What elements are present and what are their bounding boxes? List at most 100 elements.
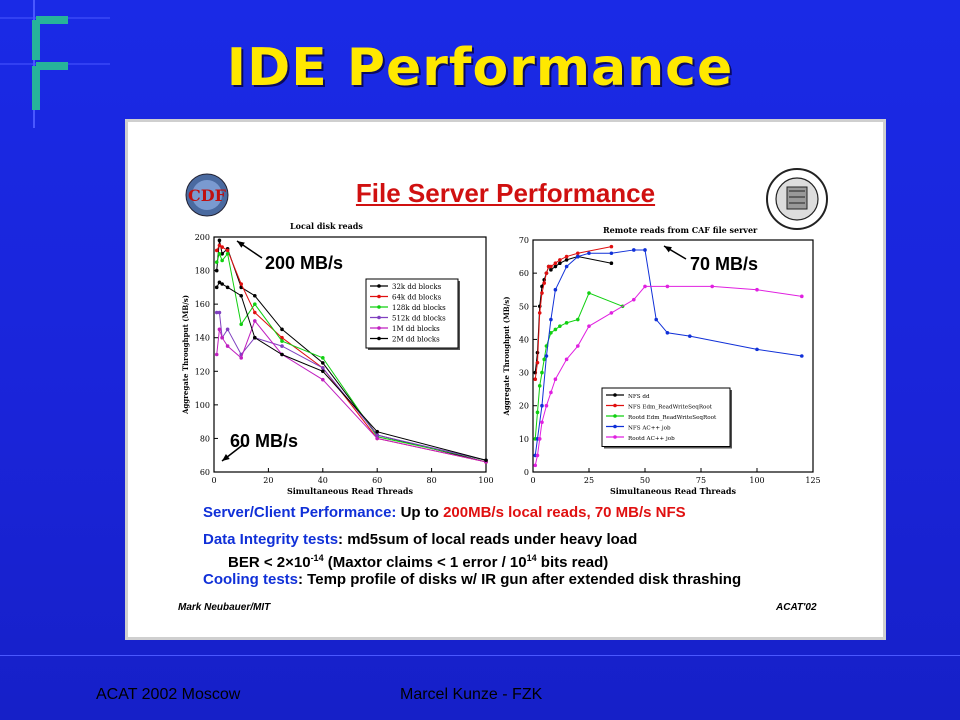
cdf-logo: CDF: [185, 173, 229, 217]
data-point: [665, 331, 670, 335]
x-tick-label: 125: [805, 476, 820, 485]
data-point: [217, 243, 222, 248]
data-point: [239, 356, 243, 360]
left-chart: 0 20 40 60 80 100 60 80 100 120 140 160 180 200 Simult…: [181, 233, 494, 496]
data-point: [558, 261, 562, 265]
data-point: [220, 245, 224, 249]
data-point: [217, 310, 222, 315]
y-axis-label: Aggregate Throughput (MB/s): [502, 296, 511, 416]
y-tick-label: 80: [200, 434, 210, 443]
legend-label: 32k dd blocks: [392, 283, 442, 291]
data-point: [239, 282, 243, 286]
legend-marker: [377, 294, 381, 299]
ber-claim-text: (Maxtor claims < 1 error / 10: [323, 554, 527, 571]
legend-marker: [613, 435, 617, 439]
data-point: [654, 317, 658, 322]
data-point: [225, 327, 230, 332]
text-line-2: Data Integrity tests: md5sum of local re…: [203, 530, 637, 549]
data-point: [280, 327, 284, 332]
left-chart-title: Local disk reads: [290, 221, 363, 231]
cdf-logo-text: CDF: [188, 186, 227, 205]
footer-divider: [0, 655, 960, 656]
data-point: [239, 293, 243, 298]
y-tick-label: 140: [195, 334, 210, 343]
data-integrity-label: Data Integrity tests: [203, 531, 339, 548]
data-point: [533, 463, 538, 468]
legend-marker: [377, 284, 381, 288]
y-tick-label: 120: [195, 367, 210, 376]
x-tick-label: 20: [263, 476, 273, 485]
legend-label: NFS dd: [628, 394, 650, 400]
data-point: [321, 356, 325, 360]
data-point: [225, 285, 230, 290]
data-point: [549, 390, 553, 395]
legend-marker: [613, 393, 617, 397]
ber-claim-exponent: 14: [526, 553, 537, 563]
data-point: [540, 420, 544, 425]
legend-marker: [377, 305, 381, 309]
data-point: [553, 287, 558, 292]
data-point: [576, 251, 580, 256]
data-point: [576, 344, 580, 348]
series-line: [216, 319, 487, 463]
server-client-text: Up to: [396, 504, 444, 521]
y-axis-label: Aggregate Throughput (MB/s): [181, 295, 190, 415]
cooling-text: : Temp profile of disks w/ IR gun after …: [298, 571, 742, 588]
y-tick-label: 70: [519, 236, 529, 245]
data-point: [321, 369, 325, 374]
data-point: [665, 284, 670, 289]
data-point: [549, 264, 553, 269]
y-tick-label: 60: [200, 468, 210, 477]
data-point: [549, 268, 553, 272]
data-point: [214, 352, 219, 357]
data-point: [375, 429, 379, 434]
x-tick-label: 0: [530, 476, 535, 485]
right-top-annotation: 70 MB/s: [690, 254, 759, 274]
data-point: [220, 335, 224, 340]
data-point: [576, 254, 580, 259]
legend-label: 1M dd blocks: [392, 325, 440, 333]
data-point: [537, 437, 542, 441]
data-point: [576, 317, 580, 322]
data-point: [253, 319, 257, 323]
data-point: [540, 291, 544, 295]
legend-label: Rootd Edm_ReadWriteSeqRoot: [628, 415, 717, 421]
data-point: [375, 433, 379, 437]
panel-title: File Server Performance: [355, 178, 656, 208]
data-point: [755, 347, 759, 352]
x-tick-label: 80: [427, 476, 437, 485]
legend-marker: [377, 315, 381, 320]
data-point: [535, 410, 540, 415]
y-tick-label: 50: [519, 302, 529, 311]
data-point: [632, 248, 636, 252]
figure-panel: CDF File Server Performance Local disk r…: [125, 119, 886, 640]
data-point: [587, 251, 591, 256]
data-point: [217, 280, 222, 285]
server-client-values: 200MB/s local reads, 70 MB/s NFS: [443, 504, 686, 521]
data-point: [609, 311, 614, 315]
data-point: [549, 317, 553, 322]
legend-label: 2M dd blocks: [392, 336, 440, 344]
data-point: [214, 260, 219, 264]
data-point: [253, 310, 257, 315]
data-point: [214, 248, 219, 253]
data-point: [253, 293, 257, 298]
data-point: [225, 344, 230, 348]
footer-center: Marcel Kunze - FZK: [400, 686, 543, 703]
data-point: [553, 264, 558, 269]
data-point: [280, 352, 284, 357]
legend-label: NFS Edm_ReadWriteSeqRoot: [628, 405, 713, 411]
data-point: [710, 284, 714, 289]
data-point: [540, 370, 544, 375]
right-chart: 0 25 50 75 100 125 0 10 20 30 40 50 60 70 Simultaneous…: [502, 236, 821, 496]
y-tick-label: 0: [524, 468, 529, 477]
annotation-arrowhead: [237, 241, 245, 248]
y-tick-label: 180: [195, 267, 210, 276]
data-point: [217, 251, 222, 256]
data-point: [535, 360, 540, 365]
data-point: [225, 251, 230, 256]
data-point: [609, 261, 614, 265]
x-tick-label: 60: [372, 476, 382, 485]
data-point: [280, 344, 284, 348]
data-point: [217, 327, 222, 332]
